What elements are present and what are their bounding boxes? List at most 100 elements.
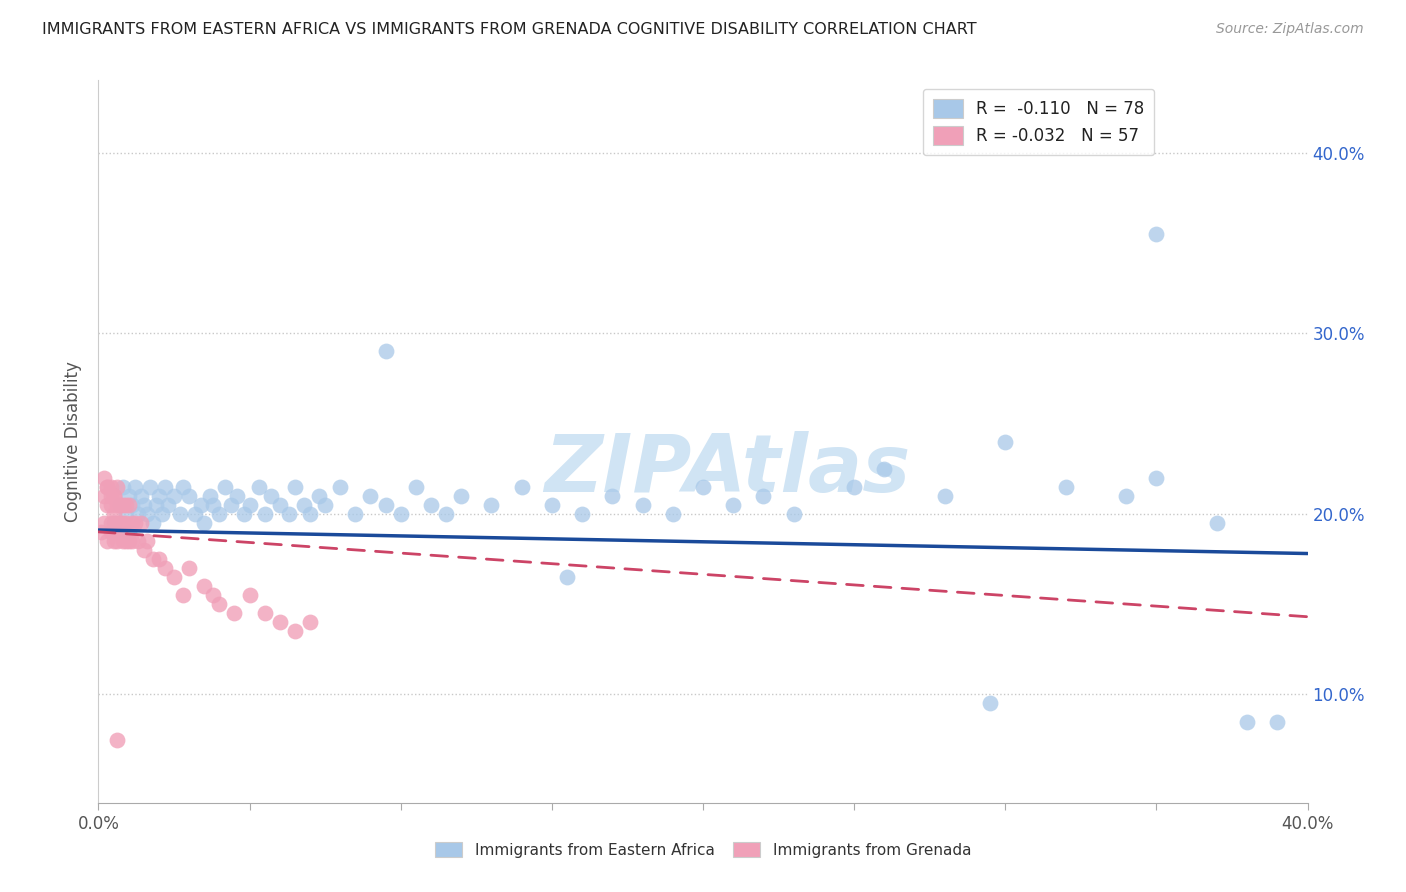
Point	[752, 489, 775, 503]
Point	[994, 434, 1017, 449]
Point	[105, 498, 128, 512]
Point	[253, 507, 276, 521]
Point	[93, 489, 115, 503]
Point	[145, 498, 167, 512]
Point	[202, 498, 225, 512]
Point	[114, 507, 136, 521]
Point	[96, 480, 118, 494]
Point	[150, 507, 173, 521]
Point	[208, 597, 231, 611]
Point	[153, 561, 176, 575]
Point	[153, 480, 176, 494]
Point	[571, 507, 593, 521]
Point	[105, 732, 128, 747]
Point	[239, 588, 262, 602]
Point	[127, 507, 149, 521]
Point	[105, 533, 128, 548]
Point	[224, 606, 246, 620]
Point	[148, 489, 170, 503]
Point	[661, 507, 683, 521]
Point	[631, 498, 654, 512]
Point	[100, 480, 122, 494]
Point	[692, 480, 714, 494]
Point	[108, 524, 131, 539]
Point	[118, 524, 141, 539]
Point	[277, 507, 299, 521]
Point	[405, 480, 427, 494]
Point	[114, 516, 136, 530]
Point	[299, 507, 322, 521]
Point	[1144, 227, 1167, 241]
Point	[602, 489, 624, 503]
Point	[360, 489, 382, 503]
Point	[510, 480, 533, 494]
Point	[114, 498, 136, 512]
Point	[374, 344, 396, 359]
Point	[247, 480, 270, 494]
Point	[434, 507, 457, 521]
Point	[135, 533, 157, 548]
Point	[190, 498, 212, 512]
Point	[163, 489, 186, 503]
Point	[90, 524, 112, 539]
Point	[148, 552, 170, 566]
Point	[232, 507, 254, 521]
Point	[103, 533, 125, 548]
Point	[1206, 516, 1229, 530]
Point	[142, 516, 165, 530]
Point	[299, 615, 322, 630]
Point	[253, 606, 276, 620]
Point	[221, 498, 243, 512]
Point	[481, 498, 503, 512]
Point	[118, 489, 141, 503]
Point	[202, 588, 225, 602]
Point	[214, 480, 236, 494]
Point	[269, 498, 291, 512]
Point	[114, 533, 136, 548]
Point	[1267, 714, 1289, 729]
Point	[135, 507, 157, 521]
Point	[111, 480, 134, 494]
Point	[132, 542, 155, 557]
Point	[142, 552, 165, 566]
Point	[314, 498, 336, 512]
Point	[108, 498, 131, 512]
Text: ZIPAtlas: ZIPAtlas	[544, 432, 910, 509]
Point	[108, 516, 131, 530]
Point	[103, 524, 125, 539]
Point	[124, 480, 146, 494]
Point	[260, 489, 283, 503]
Point	[103, 516, 125, 530]
Point	[132, 498, 155, 512]
Point	[329, 480, 352, 494]
Point	[292, 498, 315, 512]
Point	[105, 480, 128, 494]
Point	[389, 507, 412, 521]
Text: Source: ZipAtlas.com: Source: ZipAtlas.com	[1216, 22, 1364, 37]
Point	[179, 489, 201, 503]
Point	[208, 507, 231, 521]
Point	[163, 570, 186, 584]
Point	[269, 615, 291, 630]
Point	[723, 498, 745, 512]
Point	[124, 516, 146, 530]
Point	[172, 480, 194, 494]
Point	[284, 480, 307, 494]
Point	[127, 533, 149, 548]
Point	[93, 471, 115, 485]
Point	[129, 516, 152, 530]
Point	[420, 498, 443, 512]
Point	[100, 498, 122, 512]
Point	[873, 461, 896, 475]
Point	[226, 489, 249, 503]
Point	[179, 561, 201, 575]
Point	[450, 489, 472, 503]
Point	[193, 579, 215, 593]
Point	[1236, 714, 1258, 729]
Point	[129, 489, 152, 503]
Point	[555, 570, 578, 584]
Point	[1115, 489, 1137, 503]
Point	[344, 507, 367, 521]
Point	[118, 533, 141, 548]
Point	[284, 624, 307, 639]
